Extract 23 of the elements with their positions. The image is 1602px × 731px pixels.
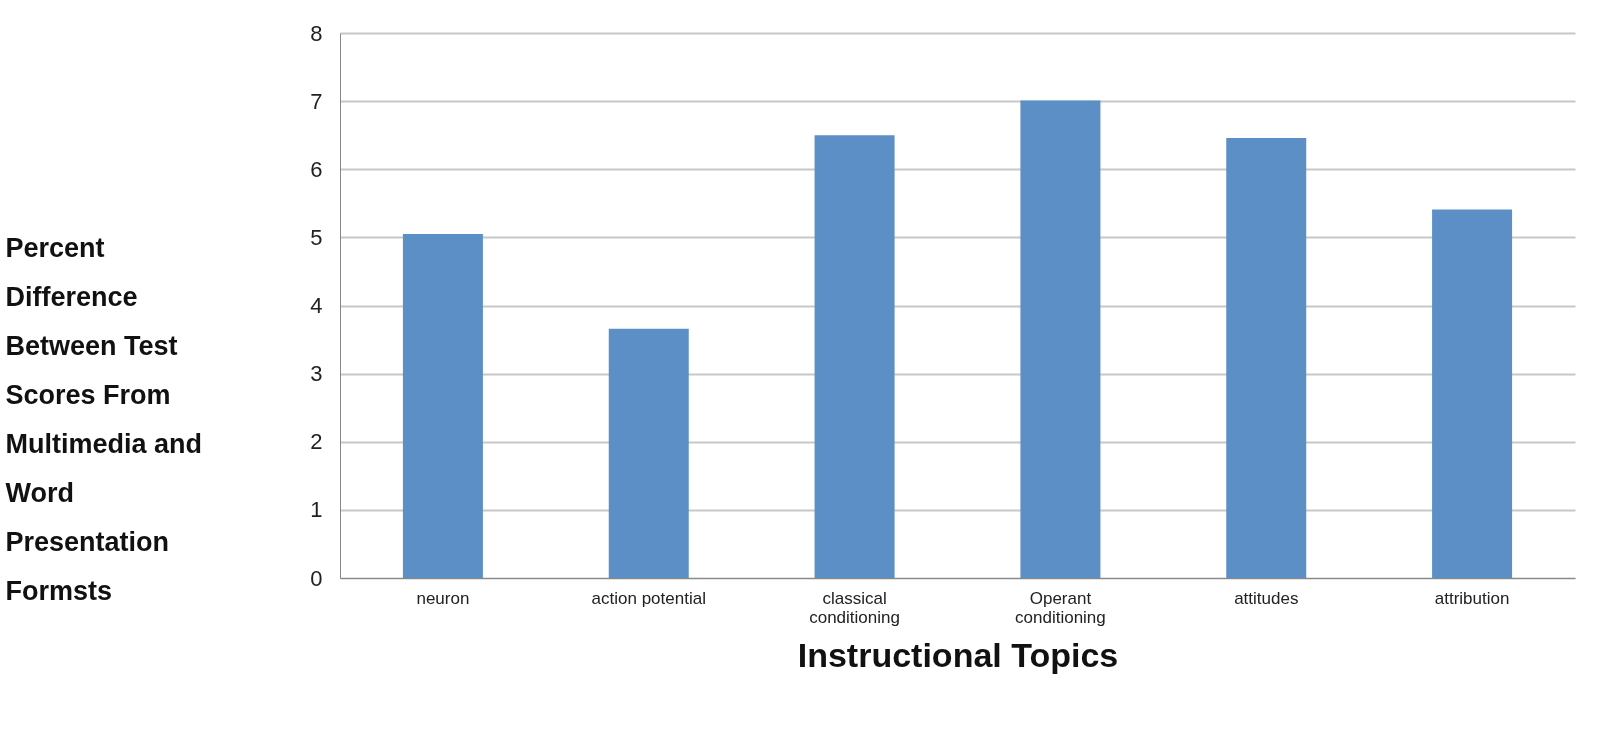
y-tick-label: 4 [310, 293, 323, 318]
bar [1432, 209, 1513, 578]
x-axis-title: Instructional Topics [797, 635, 1119, 674]
y-axis-title: Percent Difference Between Test Scores From Multimedia and Word Presentation Formsts [5, 232, 203, 606]
x-tick-label: classical conditioning [809, 588, 900, 627]
bar [1020, 100, 1101, 578]
bar [608, 328, 689, 578]
x-tick-label: neuron [416, 588, 470, 608]
x-tick-label: Operant conditioning [1015, 588, 1106, 627]
y-tick-label: 2 [310, 429, 323, 455]
x-tick-label: attitudes [1234, 588, 1299, 608]
y-tick-label: 8 [310, 20, 323, 46]
y-tick-label: 1 [310, 497, 323, 523]
x-tick-label: action potential [591, 588, 706, 608]
x-tick-label: attribution [1434, 588, 1510, 608]
y-tick-label: 7 [310, 88, 323, 114]
bar [402, 233, 483, 578]
bar [814, 135, 895, 578]
bar [1226, 137, 1307, 578]
y-tick-label: 6 [310, 156, 323, 182]
y-tick-label: 5 [310, 224, 323, 250]
y-tick-label: 3 [310, 361, 323, 387]
y-tick-label: 0 [310, 565, 323, 591]
